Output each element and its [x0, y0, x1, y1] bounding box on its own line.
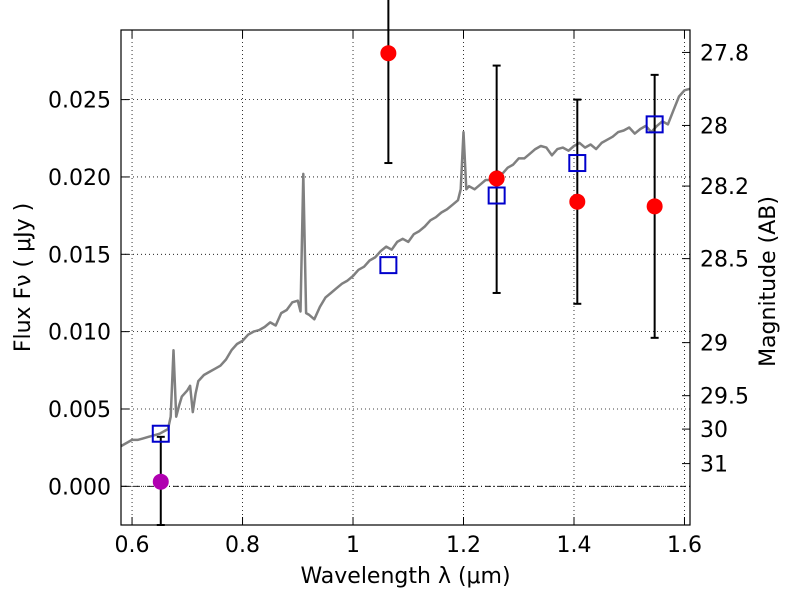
upper-limit-point	[152, 473, 169, 490]
y-axis-label-left: Flux Fν ( μJy )	[11, 203, 36, 352]
y-tick-label: 0.020	[48, 166, 111, 191]
observed-points-layer	[152, 45, 663, 490]
model-photometry-square	[487, 186, 506, 205]
y-tick-label: 0.000	[48, 475, 111, 500]
x-tick-label: 1.2	[446, 533, 481, 558]
model-photometry-square	[645, 115, 664, 134]
x-axis-label: Wavelength λ (μm)	[300, 564, 510, 589]
plot-frame	[120, 29, 691, 526]
right-tick-label: 30	[700, 418, 728, 443]
right-tick-label: 28.2	[700, 175, 749, 200]
y-tick-label: 0.025	[48, 89, 111, 114]
model-photometry-square	[151, 424, 170, 443]
right-tick-label: 31	[700, 453, 728, 478]
tick-layer: 0.6 0.8 1 1.2 1.4 1.6 0.000 0.005 0.010 0.015 0.02…	[48, 30, 749, 558]
observed-point	[569, 193, 586, 210]
x-tick-label: 1.6	[667, 533, 702, 558]
spectrum-layer	[120, 87, 691, 448]
right-tick-label: 27.8	[700, 41, 749, 66]
errorbar-layer	[156, 0, 659, 526]
y-tick-label: 0.010	[48, 321, 111, 346]
x-tick-label: 1.4	[556, 533, 591, 558]
x-tick-label: 1	[346, 533, 360, 558]
y-tick-label: 0.005	[48, 398, 111, 423]
y-tick-label: 0.015	[48, 243, 111, 268]
right-tick-label: 28	[700, 114, 728, 139]
right-tick-label: 29	[700, 332, 728, 357]
grid-layer	[121, 30, 690, 525]
observed-point	[380, 45, 397, 62]
spectrum-line	[120, 87, 691, 448]
x-tick-label: 0.6	[115, 533, 150, 558]
x-tick-label: 0.8	[225, 533, 260, 558]
y-axis-label-right: Magnitude (AB)	[756, 196, 781, 367]
model-photometry-square	[379, 256, 398, 275]
observed-point	[646, 198, 663, 215]
model-photometry-square	[568, 154, 587, 173]
right-tick-label: 29.5	[700, 385, 749, 410]
right-tick-label: 28.5	[700, 248, 749, 273]
observed-point	[488, 170, 505, 187]
model-photometry-layer	[151, 115, 664, 443]
